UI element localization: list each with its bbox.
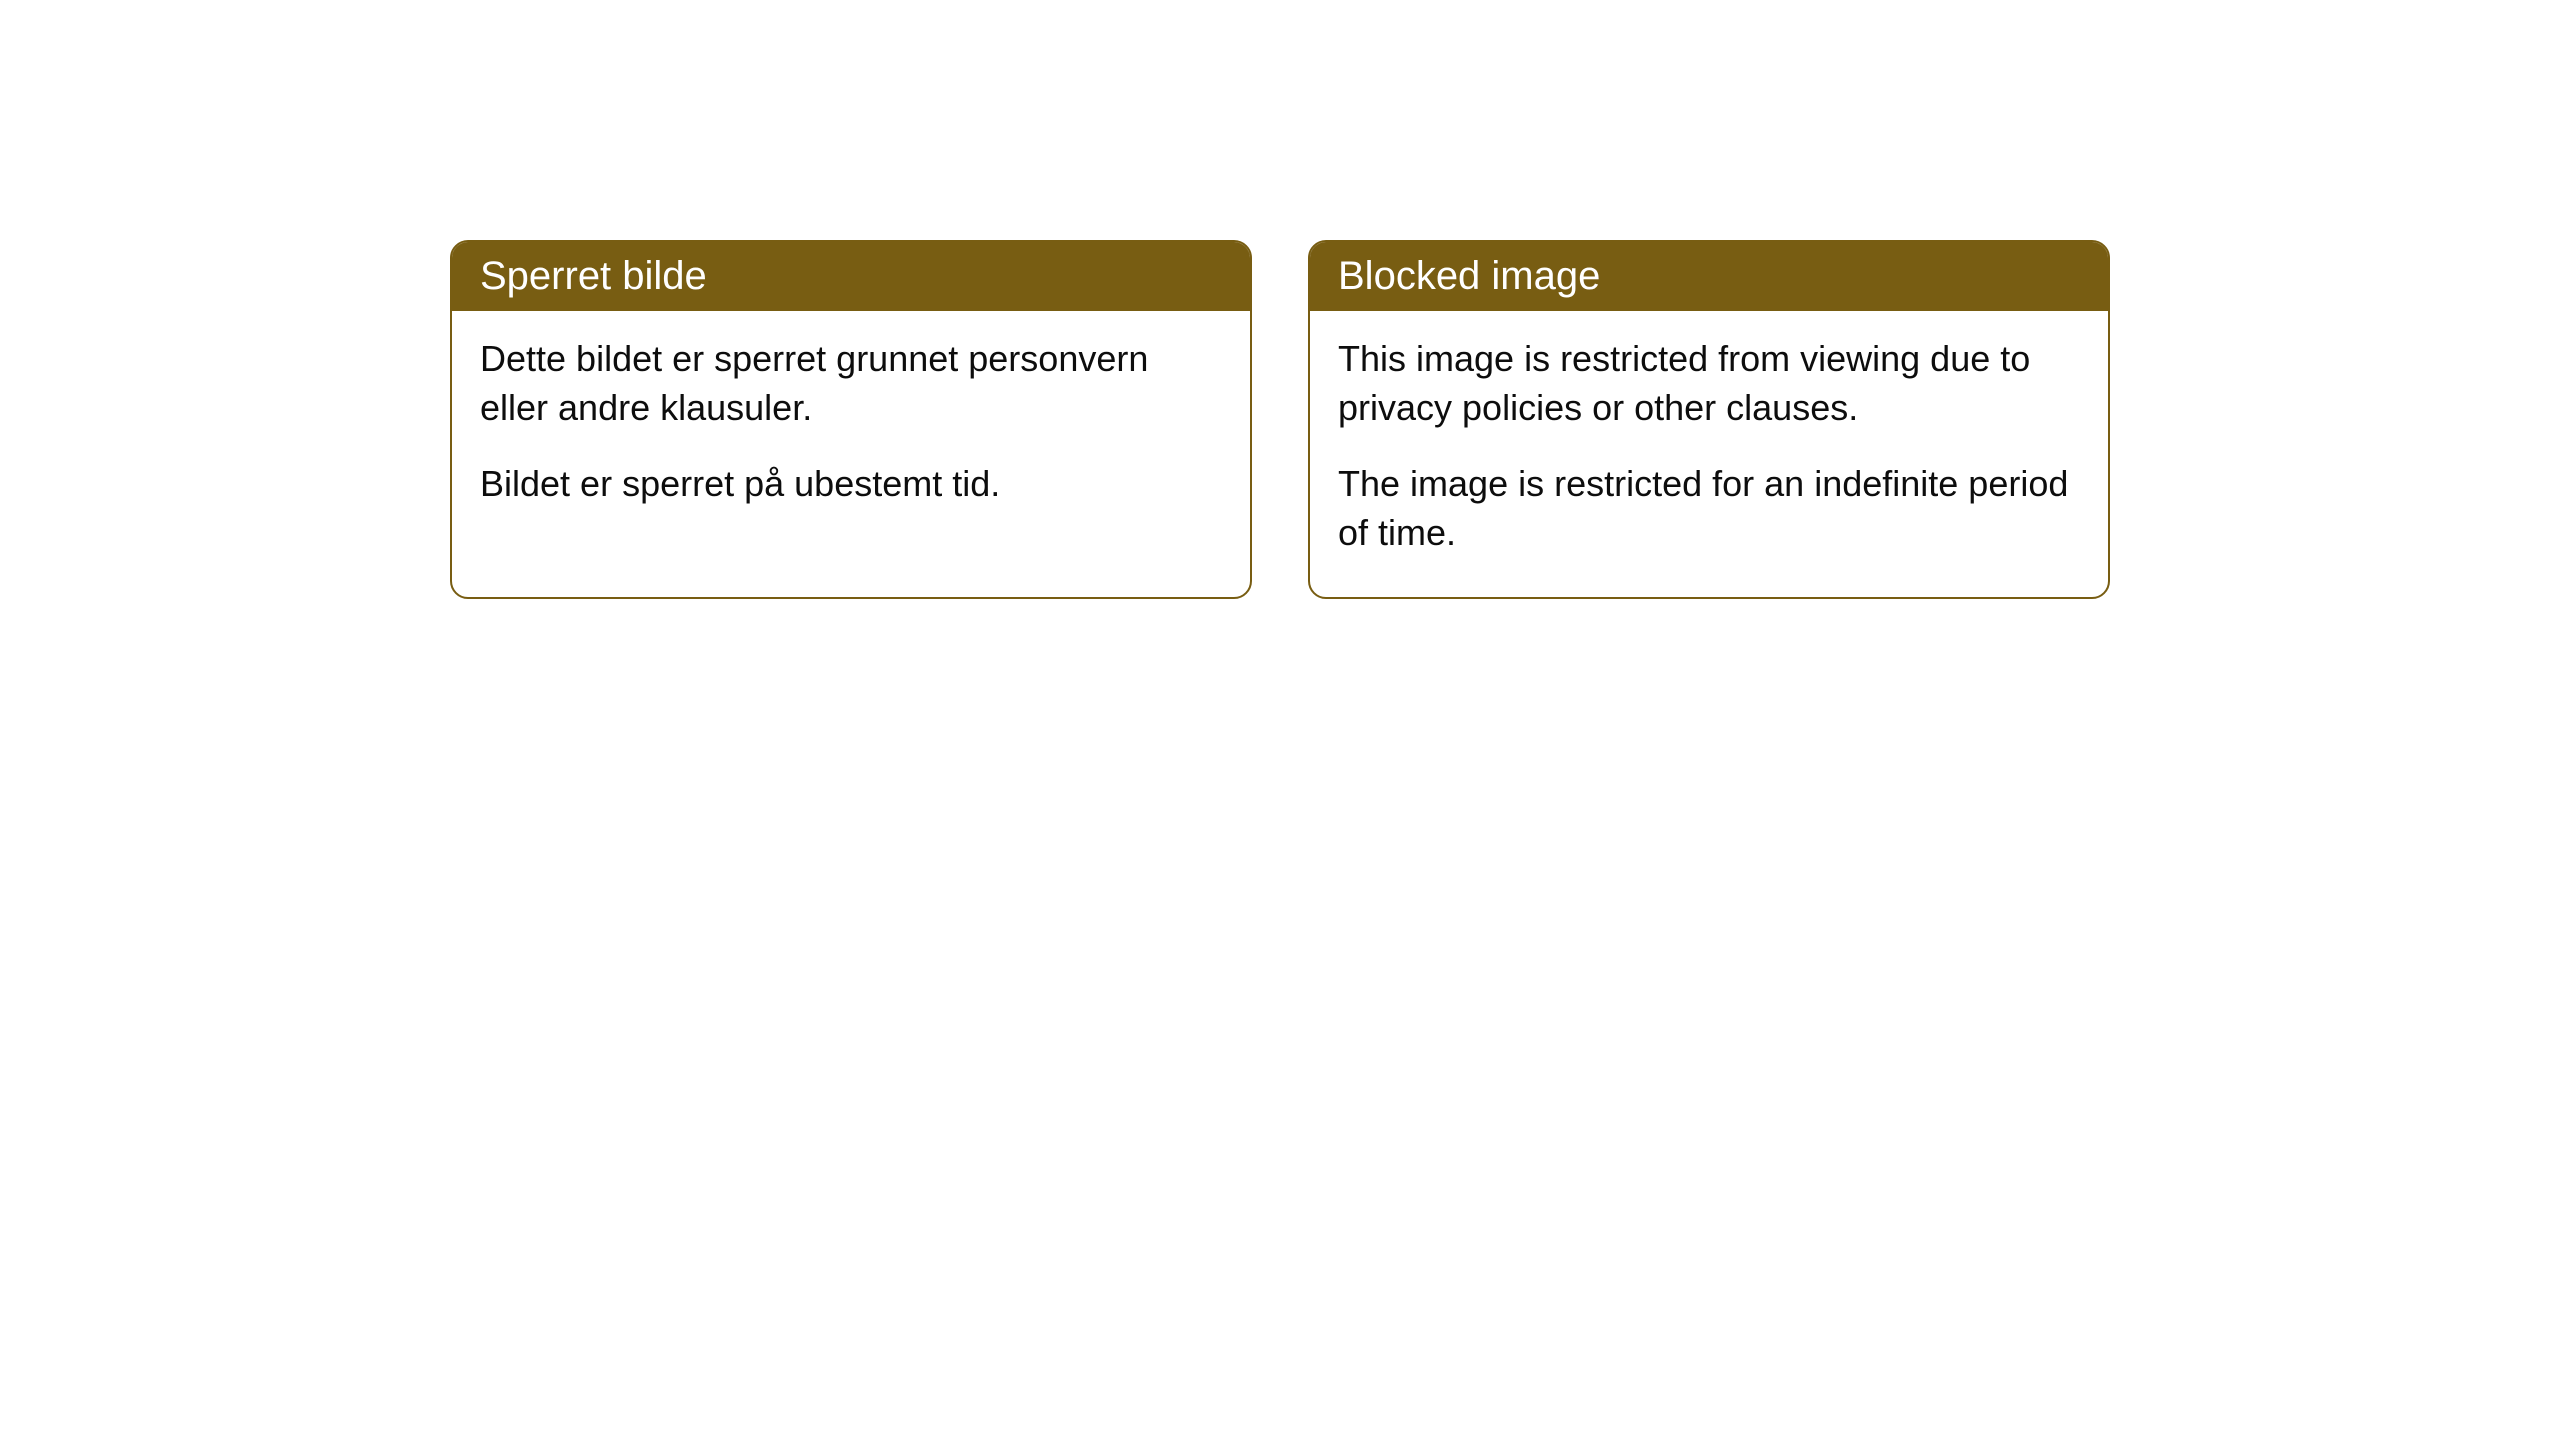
card-paragraph-1: Dette bildet er sperret grunnet personve… (480, 335, 1222, 432)
card-paragraph-1: This image is restricted from viewing du… (1338, 335, 2080, 432)
card-header: Sperret bilde (452, 242, 1250, 311)
card-body: This image is restricted from viewing du… (1310, 311, 2108, 597)
blocked-image-card-norwegian: Sperret bilde Dette bildet er sperret gr… (450, 240, 1252, 599)
card-title: Blocked image (1338, 254, 1600, 298)
notice-cards-container: Sperret bilde Dette bildet er sperret gr… (450, 240, 2110, 599)
card-title: Sperret bilde (480, 254, 707, 298)
card-header: Blocked image (1310, 242, 2108, 311)
card-paragraph-2: The image is restricted for an indefinit… (1338, 460, 2080, 557)
blocked-image-card-english: Blocked image This image is restricted f… (1308, 240, 2110, 599)
card-paragraph-2: Bildet er sperret på ubestemt tid. (480, 460, 1222, 509)
card-body: Dette bildet er sperret grunnet personve… (452, 311, 1250, 549)
